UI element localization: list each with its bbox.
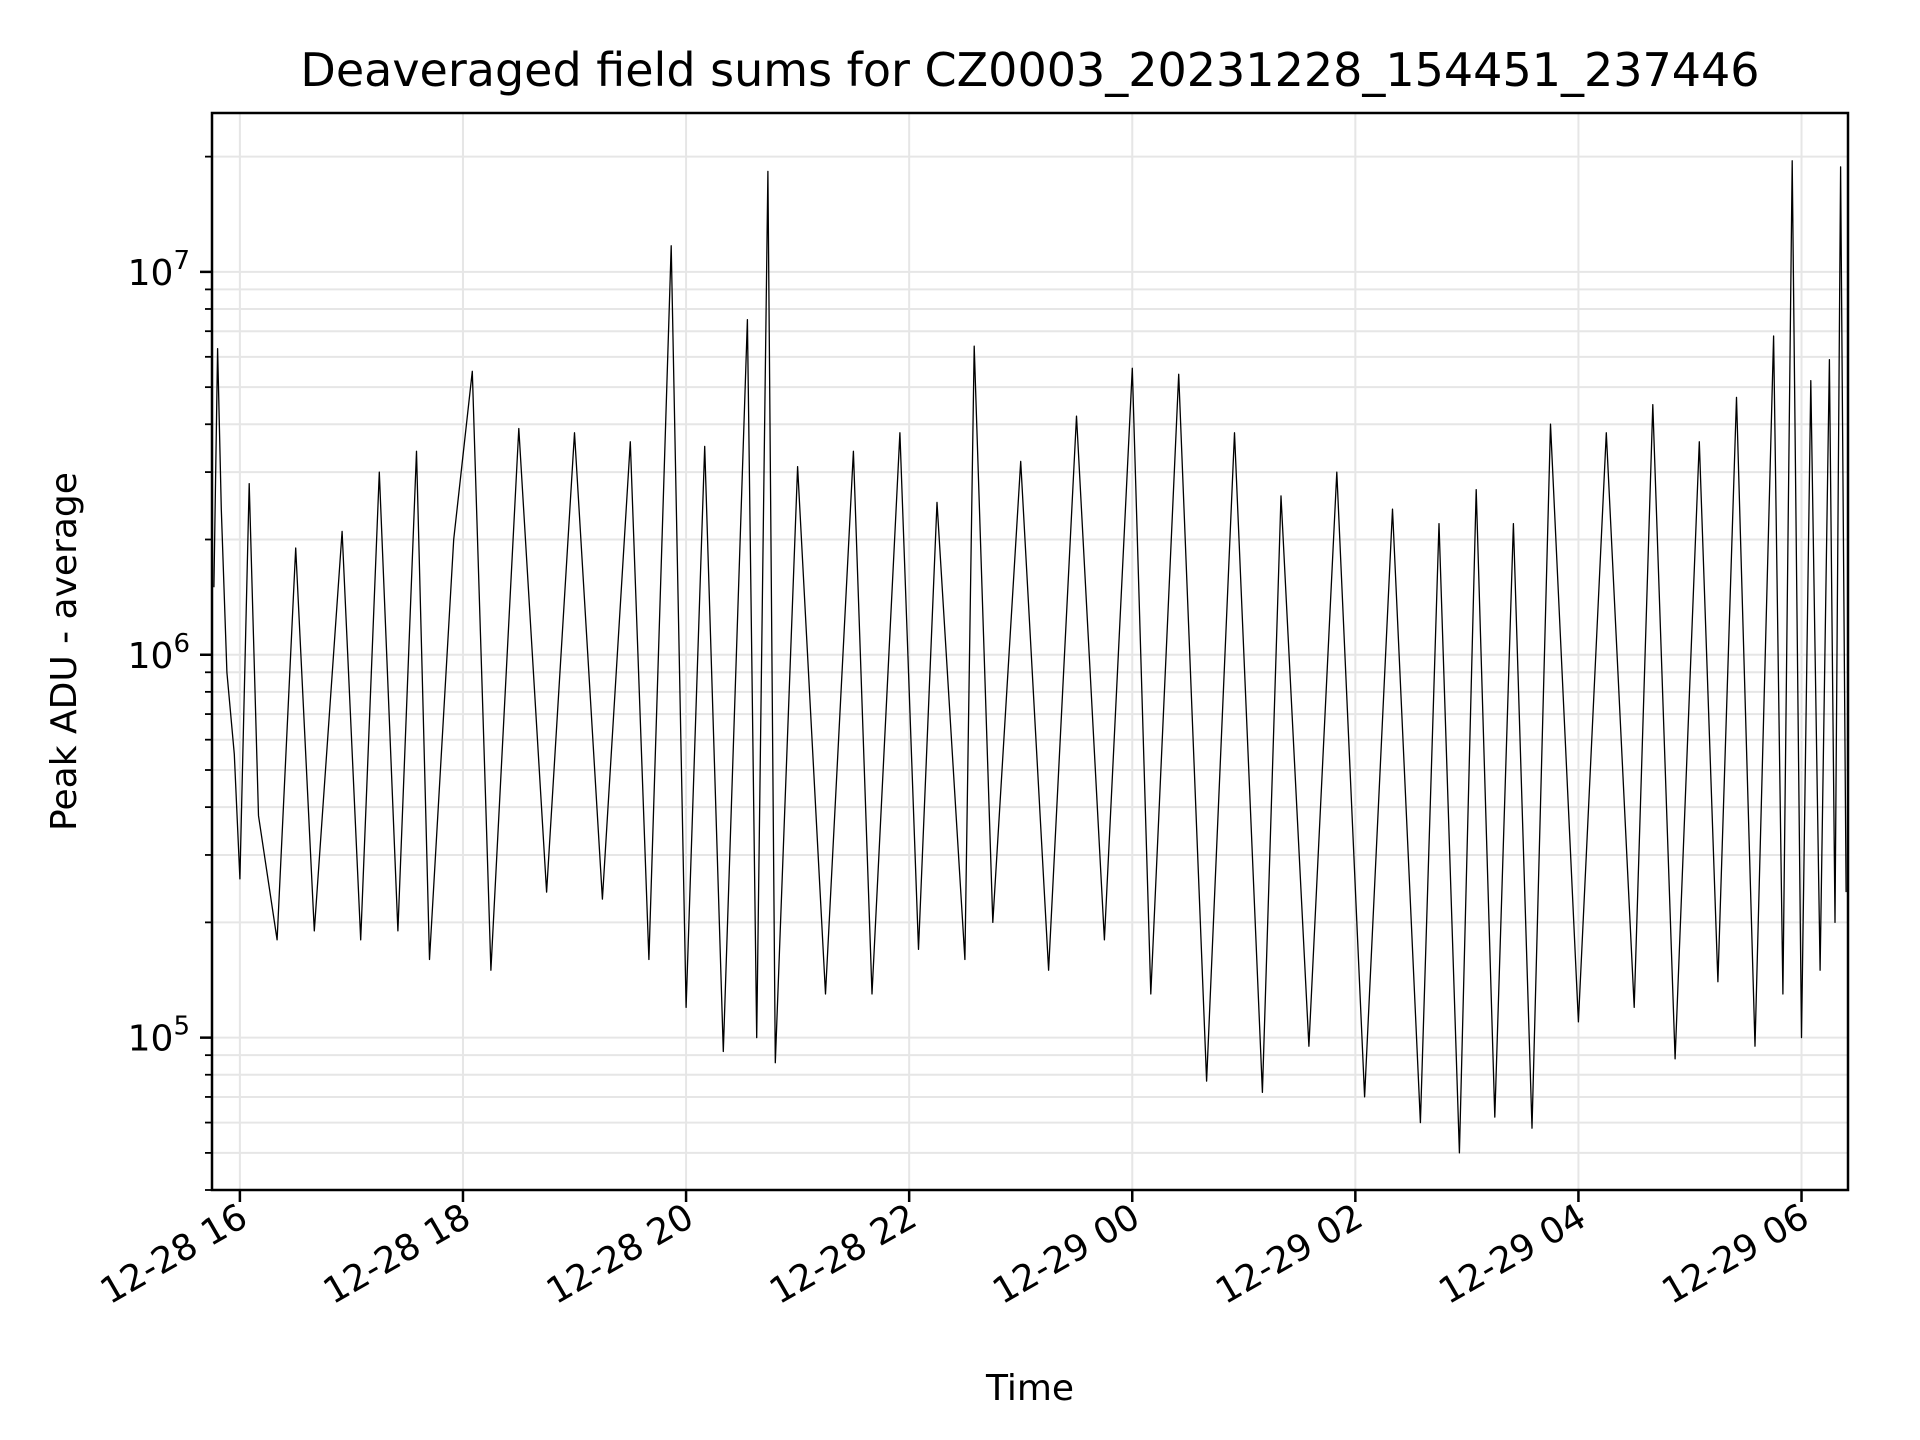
chart-title: Deaveraged field sums for CZ0003_2023122… — [300, 43, 1759, 97]
y-tick-label: 105 — [128, 1012, 190, 1060]
y-axis: 105 106 107 — [128, 155, 212, 1191]
series-line — [213, 160, 1847, 1154]
series — [213, 160, 1847, 1154]
x-axis-label: Time — [985, 1368, 1074, 1409]
y-tick-label: 106 — [128, 629, 190, 677]
y-axis-label: Peak ADU - average — [44, 472, 85, 831]
grid — [212, 113, 1848, 1191]
plot-frame — [210, 111, 1850, 1192]
y-tick-label: 107 — [128, 246, 190, 294]
